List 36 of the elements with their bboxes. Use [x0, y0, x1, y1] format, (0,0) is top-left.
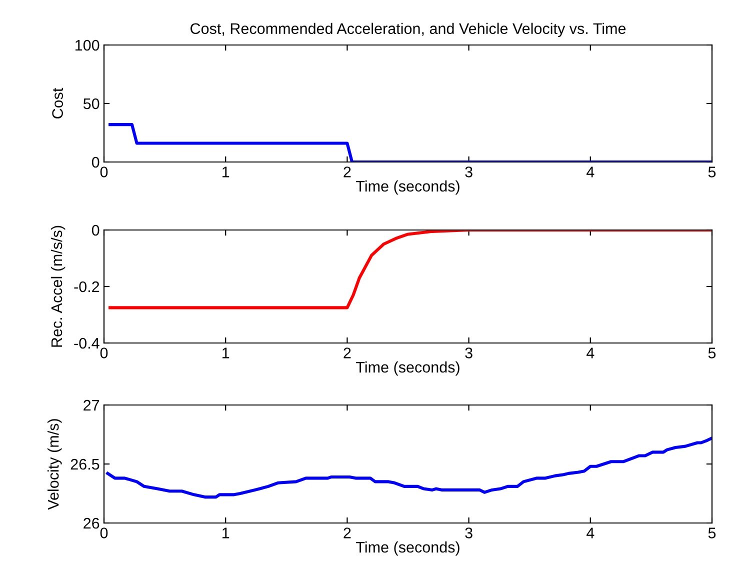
- x-tick-label: 2: [344, 166, 351, 178]
- x-tick-label: 4: [586, 166, 594, 178]
- line-series: [106, 436, 712, 499]
- y-tick-label: 0: [92, 156, 100, 168]
- x-tick-label: 0: [100, 348, 108, 358]
- x-tick-label: 3: [465, 528, 472, 538]
- x-tick-label: 0: [100, 166, 108, 178]
- y-tick-label: 27: [84, 400, 100, 411]
- x-tick-label: 3: [465, 348, 472, 358]
- x-axis-title: Time (seconds): [356, 541, 460, 556]
- x-tick-label: 0: [100, 528, 108, 538]
- x-tick-label: 2: [344, 528, 351, 538]
- y-axis-title: Cost: [52, 88, 63, 118]
- x-tick-label: 4: [586, 528, 594, 538]
- y-axis-title: Rec. Accel (m/s/s): [50, 226, 66, 347]
- y-tick-label: 50: [83, 98, 100, 110]
- y-tick-label: 26.5: [70, 458, 100, 470]
- x-axis-title: Time (seconds): [356, 361, 460, 376]
- x-tick-label: 1: [222, 166, 230, 178]
- x-axis-title: Time (seconds): [356, 180, 460, 195]
- y-tick-label: -0.4: [74, 338, 100, 349]
- x-tick-label: 1: [222, 528, 230, 538]
- y-tick-label: -0.2: [74, 281, 100, 292]
- x-tick-label: 3: [465, 166, 472, 178]
- x-tick-label: 5: [708, 166, 716, 178]
- x-tick-label: 4: [586, 348, 594, 358]
- x-tick-label: 1: [222, 348, 230, 358]
- y-tick-label: 26: [84, 518, 100, 529]
- x-tick-label: 2: [344, 348, 351, 358]
- y-axis-title: Velocity (m/s): [48, 419, 62, 510]
- x-tick-label: 5: [708, 528, 716, 538]
- y-tick-label: 100: [76, 40, 100, 51]
- y-tick-label: 0: [92, 224, 100, 236]
- chart-title: Cost, Recommended Acceleration, and Vehicle Velocity vs. Time: [190, 22, 626, 38]
- x-tick-label: 5: [708, 348, 716, 358]
- line-series: [108, 230, 712, 310]
